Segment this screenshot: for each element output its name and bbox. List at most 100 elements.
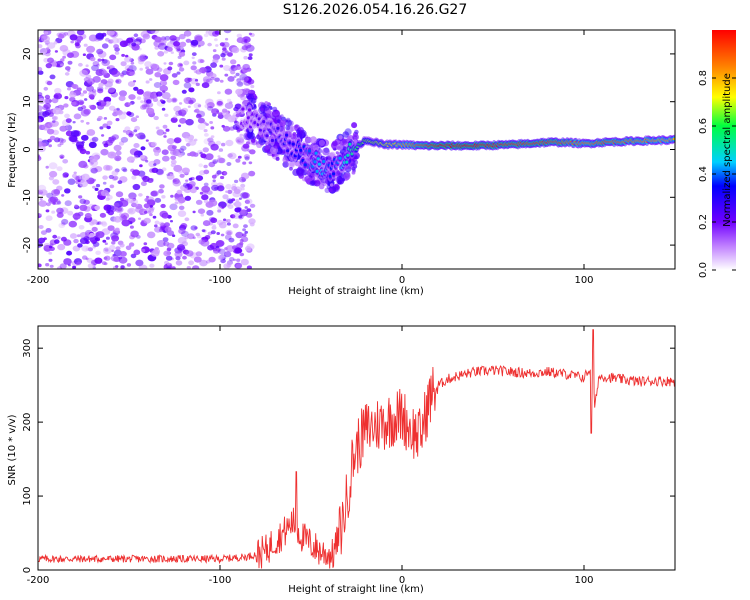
spectrogram-noise-blob: [177, 153, 183, 158]
spectrogram-noise-blob: [142, 91, 152, 99]
spectrogram-noise-blob: [46, 202, 51, 207]
ridge-core: [265, 134, 269, 138]
spectrogram-noise-blob: [104, 242, 108, 245]
spectrogram-noise-blob: [160, 222, 166, 227]
spectrogram-noise-blob: [60, 63, 64, 67]
spectrogram-noise-blob: [45, 263, 50, 267]
spectrogram-noise-blob: [165, 128, 170, 132]
spectrogram-noise-blob: [180, 223, 188, 229]
spectrogram-noise-blob: [248, 218, 256, 225]
spectrogram-noise-blob: [153, 163, 157, 166]
spectrogram-noise-blob: [194, 226, 198, 230]
spectrogram-noise-blob: [197, 123, 206, 130]
spectrogram-noise-blob: [77, 243, 83, 248]
spectrogram-noise-blob: [226, 219, 231, 223]
spectrogram-ridge-blob: [337, 177, 345, 185]
spectrogram-noise-blob: [105, 101, 111, 106]
spectrogram-noise-blob: [227, 98, 232, 103]
spectrogram-noise-blob: [195, 251, 203, 257]
spectrogram-noise-blob: [120, 61, 127, 67]
spectrogram-noise-blob: [235, 231, 244, 239]
spectrogram-noise-blob: [200, 153, 207, 159]
spectrogram-noise-blob: [56, 207, 64, 214]
spectrogram-noise-blob: [51, 115, 59, 121]
spectrogram-noise-blob: [226, 222, 231, 226]
spectrogram-noise-blob: [82, 255, 88, 260]
spectrogram-ridge-blob: [251, 139, 258, 146]
spectrogram-ridge-blob: [328, 188, 333, 193]
spectrogram-noise-blob: [184, 77, 192, 83]
spectrogram-noise-blob: [147, 178, 154, 183]
spectrogram-ridge-blob: [332, 140, 338, 147]
spectrogram-noise-blob: [163, 62, 167, 65]
spectrogram-noise-blob: [112, 265, 118, 269]
spectrogram-noise-blob: [173, 105, 182, 112]
spectrogram-noise-blob: [154, 46, 159, 50]
spectrogram-ridge-blob: [353, 164, 358, 169]
spectrogram-noise-blob: [48, 144, 52, 148]
spectrogram-noise-blob: [141, 246, 150, 254]
spectrogram-noise-blob: [120, 136, 129, 143]
spectrogram-noise-blob: [216, 245, 220, 249]
spectrogram-noise-blob: [113, 144, 122, 152]
spectrogram-noise-blob: [246, 265, 252, 269]
spectrogram-noise-blob: [83, 43, 88, 47]
spectrogram-noise-blob: [190, 225, 198, 231]
plot2-x-tick-label: -200: [27, 575, 50, 586]
spectrogram-noise-blob: [217, 206, 223, 211]
spectrogram-noise-blob: [76, 35, 84, 42]
spectrogram-noise-blob: [154, 151, 160, 157]
spectrogram-noise-blob: [162, 124, 168, 129]
spectrogram-noise-blob: [105, 37, 110, 42]
spectrogram-noise-blob: [77, 39, 81, 43]
spectrogram-ridge-blob: [329, 183, 334, 187]
spectrogram-noise-blob: [118, 95, 126, 102]
spectrogram-noise-blob: [131, 202, 138, 208]
spectrogram-noise-blob: [178, 170, 183, 174]
spectrogram-noise-blob: [127, 207, 136, 215]
spectrogram-noise-blob: [109, 105, 116, 111]
spectrogram-noise-blob: [236, 33, 242, 38]
ridge-core: [317, 162, 321, 166]
spectrogram-noise-blob: [58, 110, 64, 115]
spectrogram-noise-blob: [79, 69, 88, 77]
spectrogram-noise-blob: [145, 139, 149, 142]
spectrogram-noise-blob: [108, 174, 114, 180]
spectrogram-noise-blob: [55, 37, 63, 44]
spectrogram-noise-blob: [49, 74, 56, 80]
spectrogram-noise-blob: [243, 224, 248, 229]
spectrogram-noise-blob: [236, 81, 244, 87]
spectrogram-noise-blob: [173, 41, 181, 47]
spectrogram-noise-blob: [156, 168, 164, 175]
spectrogram-noise-blob: [198, 69, 202, 72]
plot1-x-label: Height of straight line (km): [288, 286, 424, 297]
spectrogram-noise-blob: [244, 38, 248, 42]
spectrogram-noise-blob: [221, 142, 226, 147]
spectrogram-noise-blob: [187, 105, 191, 108]
spectrogram-noise-blob: [164, 35, 171, 41]
spectrogram-noise-blob: [192, 210, 196, 214]
spectrogram-noise-blob: [49, 170, 58, 178]
spectrogram-noise-blob: [112, 175, 119, 181]
spectrogram-ridge-blob: [247, 131, 255, 140]
spectrogram-noise-blob: [218, 248, 226, 255]
spectrogram-noise-blob: [132, 169, 141, 176]
spectrogram-noise-blob: [138, 264, 148, 269]
spectrogram-ridge-blob: [275, 156, 280, 161]
spectrogram-noise-blob: [124, 56, 132, 63]
spectrogram-noise-blob: [139, 134, 146, 140]
spectrogram-ridge-blob: [352, 133, 359, 141]
spectrogram-noise-blob: [154, 226, 162, 233]
spectrogram-noise-blob: [46, 47, 50, 50]
spectrogram-noise-blob: [100, 148, 109, 156]
spectrogram-noise-blob: [64, 96, 69, 100]
spectrogram-noise-blob: [225, 37, 229, 41]
spectrogram-noise-blob: [194, 78, 199, 82]
spectrogram-noise-blob: [77, 179, 81, 182]
spectrogram-noise-blob: [67, 87, 71, 91]
spectrogram-noise-blob: [115, 78, 122, 84]
spectrogram-noise-blob: [150, 190, 158, 197]
spectrogram-noise-blob: [160, 36, 167, 41]
colorbar-label: Normalized spectral amplitude: [722, 73, 733, 227]
spectrogram-noise-blob: [166, 266, 171, 269]
